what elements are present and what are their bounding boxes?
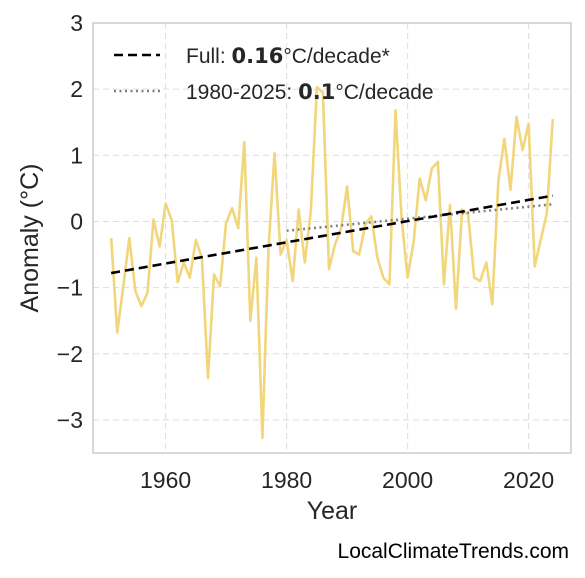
y-tick-label: 3	[70, 10, 83, 36]
plot-frame	[92, 22, 572, 454]
y-tick-label: 1	[70, 142, 83, 168]
x-tick-label: 2000	[382, 467, 433, 493]
x-tick-label: 1960	[140, 467, 191, 493]
anomaly-series-line	[109, 85, 555, 440]
y-tick-labels: 3 2 1 0 −1 −2 −3	[57, 10, 83, 433]
x-tick-label: 1980	[261, 467, 312, 493]
trend-line-full	[110, 194, 554, 275]
y-tick-label: 2	[70, 76, 83, 102]
x-tick-labels: 1960 1980 2000 2020	[140, 467, 554, 493]
trend-line-recent	[286, 203, 553, 232]
legend-entry: Full: 0.16°C/decade*	[186, 44, 390, 68]
y-tick-label: −1	[57, 275, 83, 301]
legend-entry: 1980-2025: 0.1°C/decade	[186, 80, 434, 104]
y-tick-label: −2	[57, 341, 83, 367]
y-axis-label: Anomaly (°C)	[16, 164, 44, 313]
x-axis-label: Year	[307, 497, 358, 525]
grid-lines	[93, 22, 571, 453]
legend: Full: 0.16°C/decade* 1980-2025: 0.1°C/dec…	[114, 44, 434, 104]
credit-text: LocalClimateTrends.com	[338, 540, 569, 563]
x-tick-label: 2020	[503, 467, 554, 493]
series-layer	[109, 85, 555, 440]
y-tick-label: 0	[70, 208, 83, 234]
y-tick-label: −3	[57, 407, 83, 433]
